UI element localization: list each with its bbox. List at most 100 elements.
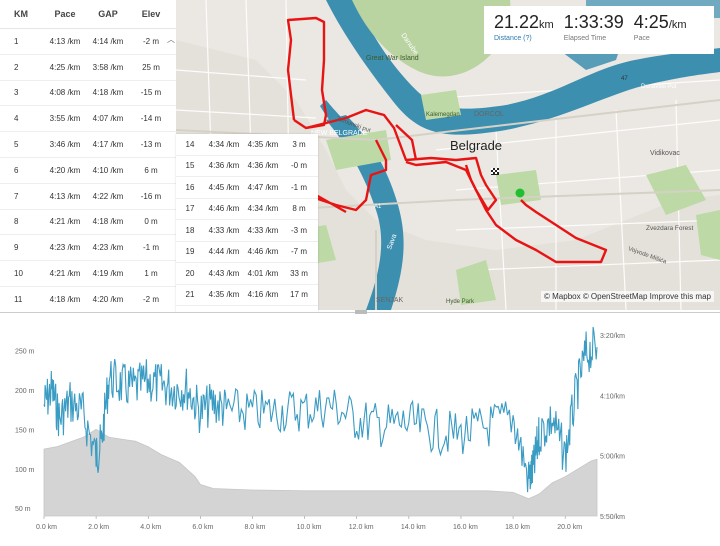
split-elev: 1 m	[144, 269, 158, 279]
split-row[interactable]: 3 4:08 /km 4:18 /km -15 m	[0, 81, 176, 107]
split-row[interactable]: 11 4:18 /km 4:20 /km -2 m	[0, 287, 176, 313]
split-pace: 4:20 /km	[49, 165, 81, 175]
x-tick-label: 18.0 km	[505, 524, 530, 531]
x-tick-label: 12.0 km	[349, 524, 374, 531]
pace-unit: /km	[668, 19, 687, 31]
map-label-dunavski: Dunavski Put	[641, 84, 677, 90]
elevation-tick-label: 150 m	[15, 427, 35, 434]
split-elev: -14 m	[140, 114, 162, 124]
split-row[interactable]: 16 4:45 /km 4:47 /km -1 m	[176, 177, 318, 199]
distance-unit: km	[539, 19, 554, 31]
pace-line	[43, 326, 598, 493]
split-elev: -16 m	[140, 191, 162, 201]
x-tick-label: 2.0 km	[88, 524, 109, 531]
split-km: 1	[14, 36, 19, 46]
distance-label[interactable]: Distance (?)	[494, 35, 532, 42]
split-gap: 4:07 /km	[92, 114, 124, 124]
x-tick-label: 0.0 km	[36, 524, 57, 531]
split-pace: 4:23 /km	[49, 243, 81, 253]
split-pace: 4:43 /km	[208, 268, 240, 278]
elapsed-value: 1:33:39	[563, 12, 624, 32]
split-gap: 4:36 /km	[247, 161, 279, 171]
split-pace: 4:08 /km	[49, 88, 81, 98]
split-km: 4	[14, 114, 19, 124]
col-pace[interactable]: Pace	[54, 9, 76, 19]
split-elev: 0 m	[144, 217, 158, 227]
elevation-tick-label: 250 m	[15, 349, 35, 356]
split-gap: 4:20 /km	[92, 294, 124, 304]
split-pace: 4:25 /km	[49, 62, 81, 72]
split-km: 17	[185, 204, 195, 214]
split-row[interactable]: 17 4:46 /km 4:34 /km 8 m	[176, 199, 318, 220]
split-gap: 4:17 /km	[92, 140, 124, 150]
resize-handle[interactable]	[355, 310, 367, 314]
split-row[interactable]: 21 4:35 /km 4:16 /km 17 m	[176, 285, 318, 306]
split-row[interactable]: 5 3:46 /km 4:17 /km -13 m	[0, 132, 176, 158]
elevation-tick-label: 100 m	[15, 467, 35, 474]
splits-table-overflow: 14 4:34 /km 4:35 /km 3 m 15 4:36 /km 4:36 /km -…	[176, 134, 318, 328]
split-row[interactable]: 10 4:21 /km 4:19 /km 1 m	[0, 261, 176, 287]
split-elev: 6 m	[144, 165, 158, 175]
distance-value: 21.22	[494, 12, 540, 32]
activity-stats: 21.22km Distance (?) 1:33:39 Elapsed Tim…	[484, 6, 714, 54]
split-km: 5	[14, 140, 19, 150]
split-elev: -0 m	[291, 161, 307, 171]
split-elev: 25 m	[142, 62, 160, 72]
map-attribution[interactable]: © Mapbox © OpenStreetMap Improve this ma…	[541, 291, 714, 302]
split-pace: 4:44 /km	[208, 247, 240, 257]
col-elev[interactable]: Elev	[141, 9, 161, 19]
split-gap: 3:58 /km	[92, 62, 124, 72]
split-row[interactable]: 4 3:55 /km 4:07 /km -14 m	[0, 106, 176, 133]
split-row[interactable]: 2 4:25 /km 3:58 /km 25 m	[0, 55, 176, 81]
split-km: 2	[14, 62, 19, 72]
split-gap: 4:01 /km	[247, 268, 279, 278]
split-row[interactable]: 7 4:13 /km 4:22 /km -16 m	[0, 184, 176, 210]
split-km: 8	[14, 217, 19, 227]
split-gap: 4:34 /km	[247, 204, 279, 214]
split-row[interactable]: 18 4:33 /km 4:33 /km -3 m	[176, 220, 318, 242]
split-row[interactable]: 19 4:44 /km 4:46 /km -7 m	[176, 242, 318, 263]
pace-tick-label: 4:10/km	[600, 393, 625, 400]
pace-label: Pace	[633, 35, 650, 42]
chevron-up-icon[interactable]: ︿	[167, 35, 175, 44]
split-km: 6	[14, 165, 19, 175]
split-row[interactable]: 8 4:21 /km 4:18 /km 0 m	[0, 210, 176, 236]
col-km[interactable]: KM	[14, 9, 28, 19]
split-km: 19	[185, 247, 195, 257]
split-elev: -13 m	[140, 140, 162, 150]
split-row[interactable]: 1 4:13 /km 4:14 /km -2 m	[0, 29, 176, 55]
col-gap[interactable]: GAP	[98, 9, 118, 19]
map-label-new-belgrade: NEW BELGRADE	[311, 130, 368, 137]
split-elev: -7 m	[291, 247, 307, 257]
stat-pace: 4:25/km Pace	[624, 6, 687, 54]
split-row[interactable]: 15 4:36 /km 4:36 /km -0 m	[176, 156, 318, 177]
split-elev: -2 m	[143, 36, 159, 46]
split-pace: 4:13 /km	[49, 36, 81, 46]
elapsed-label: Elapsed Time	[563, 35, 607, 42]
split-pace: 4:35 /km	[208, 290, 240, 300]
map-label-dorcol: DORĆOL	[474, 109, 504, 118]
split-km: 16	[185, 182, 195, 192]
elevation-tick-label: 200 m	[15, 388, 35, 395]
split-km: 10	[14, 269, 23, 279]
split-km: 18	[185, 225, 195, 235]
split-km: 7	[14, 191, 19, 201]
split-elev: -15 m	[140, 88, 162, 98]
x-tick-label: 6.0 km	[192, 524, 213, 531]
split-row[interactable]: 20 4:43 /km 4:01 /km 33 m	[176, 263, 318, 285]
x-tick-label: 4.0 km	[140, 524, 161, 531]
split-gap: 4:19 /km	[92, 269, 124, 279]
elevation-pace-chart[interactable]: 250 m 200 m 150 m 100 m 50 m 3:20/km 4:10/km 5:…	[0, 310, 720, 541]
split-pace: 4:21 /km	[49, 217, 81, 227]
split-pace: 4:34 /km	[208, 139, 240, 149]
map-label-vidikovac: Vidikovac	[650, 150, 680, 157]
map-label-city: Belgrade	[450, 138, 502, 153]
split-pace: 4:45 /km	[208, 182, 240, 192]
split-gap: 4:23 /km	[92, 243, 124, 253]
split-km: 11	[14, 294, 23, 304]
split-gap: 4:10 /km	[92, 165, 124, 175]
split-row[interactable]: 9 4:23 /km 4:23 /km -1 m	[0, 235, 176, 262]
split-row[interactable]: 6 4:20 /km 4:10 /km 6 m	[0, 158, 176, 184]
split-row[interactable]: 14 4:34 /km 4:35 /km 3 m	[176, 134, 318, 156]
x-tick-label: 16.0 km	[453, 524, 478, 531]
